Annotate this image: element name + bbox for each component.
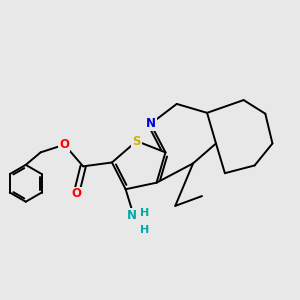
- Text: N: N: [127, 209, 137, 222]
- Text: N: N: [146, 117, 156, 130]
- Text: O: O: [59, 138, 69, 151]
- Text: O: O: [71, 188, 81, 200]
- Text: H: H: [140, 208, 150, 218]
- Text: H: H: [140, 225, 150, 235]
- Text: S: S: [132, 135, 141, 148]
